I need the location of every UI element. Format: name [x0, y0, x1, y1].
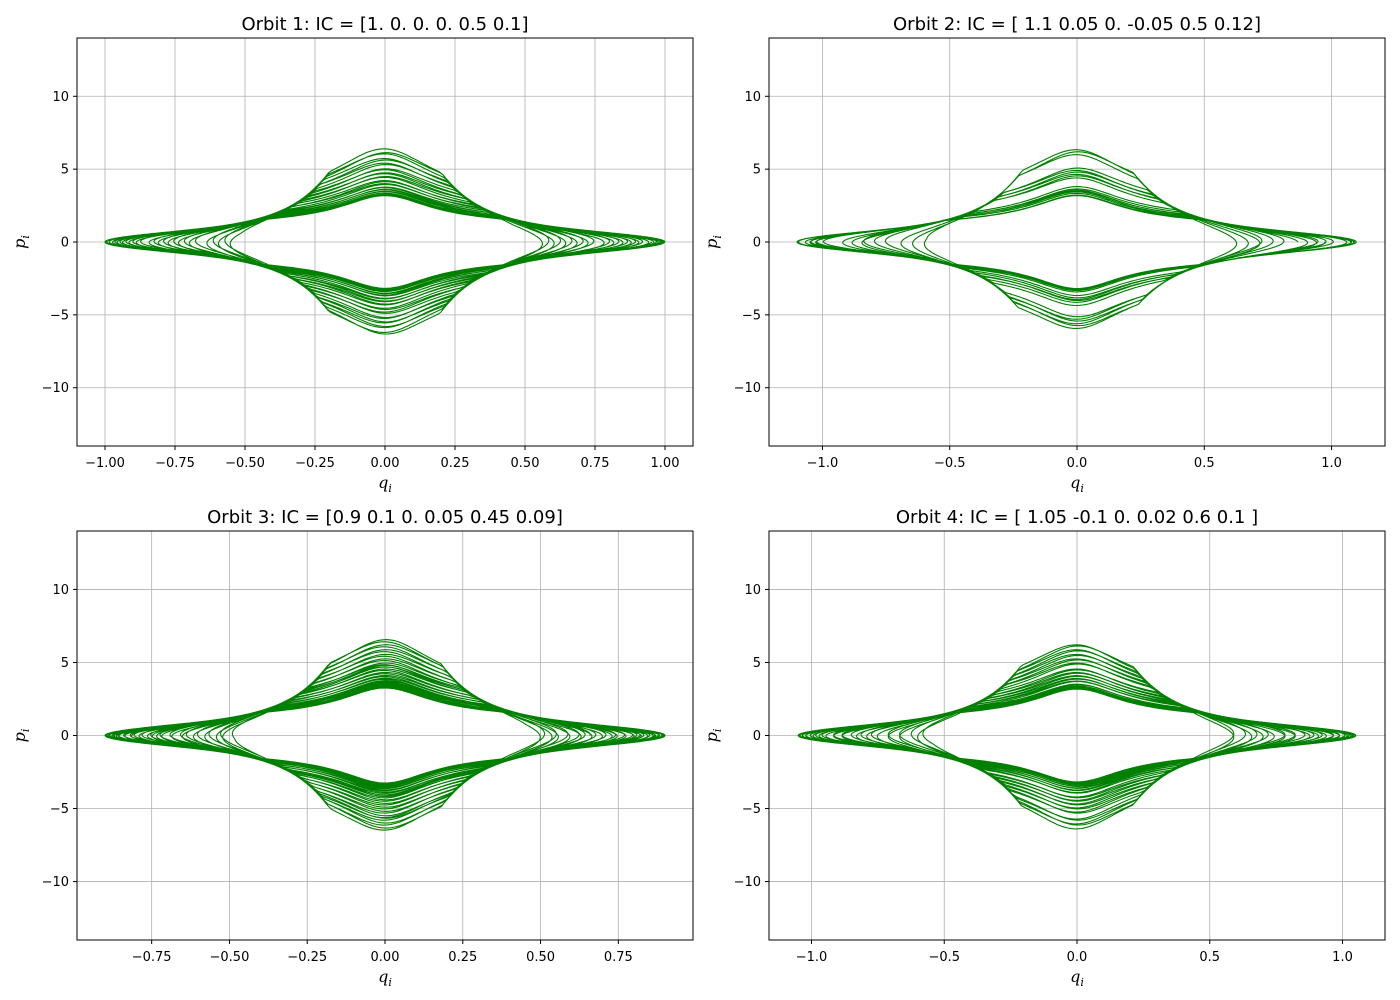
x-tick-label: 0.5 [1194, 456, 1215, 471]
y-tick-label: 10 [744, 90, 761, 105]
x-tick-label: −1.0 [796, 950, 828, 965]
x-tick-label: −0.5 [928, 950, 960, 965]
y-tick-label: 5 [753, 656, 761, 671]
subplot-title: Orbit 4: IC = [ 1.05 -0.1 0. 0.02 0.6 0.… [896, 507, 1258, 528]
x-tick-label: −0.75 [132, 950, 172, 965]
orbit-line [104, 148, 666, 335]
y-axis-label: pi [702, 235, 724, 249]
subplot-2: −1.0 −0.5 0.0 0.5 1.0 −10 −5 0 5 10 Orbit 2: IC = … [702, 14, 1386, 495]
x-axis-label: qi [1070, 473, 1084, 495]
x-tick-label: −0.25 [295, 456, 335, 471]
subplot-1: −1.00 −0.75 −0.50 −0.25 0.00 0.25 0.50 0.75 1.00… [10, 14, 694, 495]
y-tick-label: −5 [742, 308, 761, 323]
x-tick-label: −1.00 [85, 456, 125, 471]
x-tick-label: 0.25 [448, 950, 477, 965]
y-tick-label: −10 [734, 875, 761, 890]
x-axis-label: qi [1070, 967, 1084, 989]
y-tick-label: 5 [753, 163, 761, 178]
y-axis-label: pi [702, 729, 724, 743]
x-tick-label: 0.25 [441, 456, 470, 471]
x-tick-label: −0.50 [210, 950, 250, 965]
x-tick-label: −0.50 [225, 456, 265, 471]
y-tick-label: 0 [61, 729, 69, 744]
orbit-line [796, 149, 1357, 329]
subplot-3: −0.75 −0.50 −0.25 0.00 0.25 0.50 0.75 −10 −5 0 5 10… [10, 507, 694, 989]
x-tick-label: 0.50 [526, 950, 555, 965]
subplot-title: Orbit 3: IC = [0.9 0.1 0. 0.05 0.45 0.09… [207, 507, 563, 528]
y-tick-label: 0 [753, 729, 761, 744]
y-tick-label: 5 [61, 656, 69, 671]
y-axis-label: pi [10, 235, 32, 249]
x-axis-label: qi [378, 473, 392, 495]
x-tick-label: 0.0 [1067, 456, 1088, 471]
y-tick-label: −5 [50, 802, 69, 817]
x-tick-label: 0.0 [1067, 950, 1088, 965]
y-tick-label: 0 [61, 236, 69, 251]
x-tick-label: 0.75 [604, 950, 633, 965]
x-tick-label: 0.50 [511, 456, 540, 471]
y-tick-label: 10 [744, 583, 761, 598]
y-tick-label: 10 [52, 583, 69, 598]
x-tick-label: 0.75 [581, 456, 610, 471]
y-tick-label: −5 [742, 802, 761, 817]
x-axis-label: qi [378, 967, 392, 989]
subplot-4: −1.0 −0.5 0.0 0.5 1.0 −10 −5 0 5 10 Orbit 4: IC = … [702, 507, 1386, 989]
y-tick-label: −10 [42, 875, 69, 890]
x-tick-label: 1.00 [651, 456, 680, 471]
x-tick-label: −0.25 [287, 950, 327, 965]
y-tick-label: 10 [52, 90, 69, 105]
x-tick-label: −0.5 [934, 456, 966, 471]
x-tick-label: 0.00 [371, 950, 400, 965]
subplot-title: Orbit 1: IC = [1. 0. 0. 0. 0.5 0.1] [241, 14, 528, 35]
x-tick-label: 1.0 [1332, 950, 1353, 965]
orbit-line [797, 644, 1357, 830]
y-tick-label: −10 [734, 381, 761, 396]
x-tick-label: 0.00 [371, 456, 400, 471]
x-tick-label: 0.5 [1199, 950, 1220, 965]
x-tick-label: −0.75 [155, 456, 195, 471]
y-tick-label: 0 [753, 236, 761, 251]
x-tick-label: −1.0 [807, 456, 839, 471]
y-axis-label: pi [10, 729, 32, 743]
y-tick-label: −10 [42, 381, 69, 396]
x-tick-label: 1.0 [1321, 456, 1342, 471]
subplot-title: Orbit 2: IC = [ 1.1 0.05 0. -0.05 0.5 0.… [893, 14, 1261, 35]
y-tick-label: 5 [61, 163, 69, 178]
y-tick-label: −5 [50, 308, 69, 323]
orbit-line [104, 639, 666, 831]
